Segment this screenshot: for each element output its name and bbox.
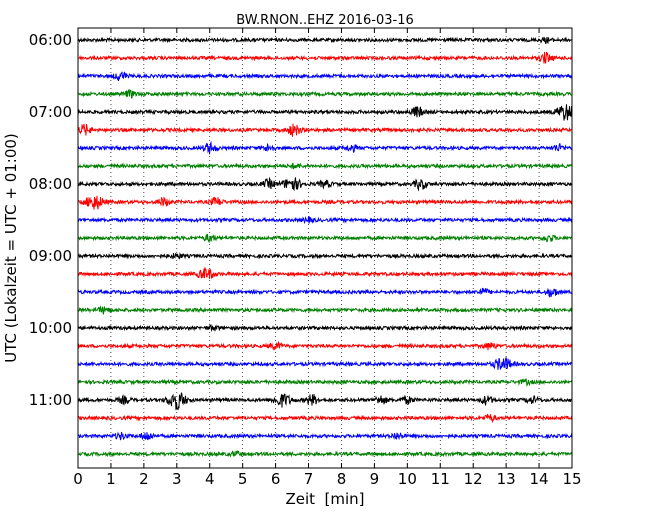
- x-tick-label: 8: [337, 470, 347, 488]
- x-tick-label: 11: [431, 470, 450, 488]
- x-axis-ticks: 0 1 2 3 4 5 6 7 8 9 10 11 12 13 14 15: [73, 28, 582, 488]
- trace-1130: [77, 431, 573, 441]
- trace-0715: [77, 123, 573, 137]
- trace-1115: [77, 413, 573, 424]
- trace-0945: [77, 305, 573, 315]
- trace-0700: [77, 104, 573, 121]
- y-tick-label: 09:00: [29, 247, 72, 265]
- x-tick-label: 5: [238, 470, 248, 488]
- trace-1145: [77, 450, 573, 458]
- x-tick-label: 14: [530, 470, 549, 488]
- x-tick-label: 10: [398, 470, 417, 488]
- x-tick-label: 7: [304, 470, 314, 488]
- trace-1000: [77, 323, 573, 332]
- trace-0730: [77, 140, 573, 155]
- x-tick-label: 3: [172, 470, 182, 488]
- trace-0600: [77, 36, 573, 45]
- x-tick-label: 0: [73, 470, 83, 488]
- y-axis-label: UTC (Lokalzeit = UTC + 01:00): [2, 133, 20, 363]
- trace-0630: [77, 71, 573, 81]
- trace-1030: [77, 356, 573, 370]
- vertical-grid: [110, 28, 540, 468]
- trace-0645: [77, 88, 573, 99]
- trace-0930: [77, 287, 573, 298]
- x-tick-label: 12: [464, 470, 483, 488]
- x-tick-label: 13: [497, 470, 516, 488]
- seismic-traces: [77, 36, 573, 458]
- trace-0915: [77, 267, 573, 279]
- x-tick-label: 6: [271, 470, 281, 488]
- trace-0745: [77, 162, 573, 170]
- y-tick-label: 06:00: [29, 31, 72, 49]
- trace-1100: [77, 392, 573, 411]
- x-tick-label: 9: [370, 470, 380, 488]
- y-tick-label: 11:00: [29, 391, 72, 409]
- x-tick-label: 2: [139, 470, 149, 488]
- y-tick-label: 10:00: [29, 319, 72, 337]
- x-tick-label: 15: [562, 470, 581, 488]
- trace-1015: [77, 340, 573, 351]
- y-tick-label: 07:00: [29, 103, 72, 121]
- trace-1045: [77, 378, 573, 388]
- x-tick-label: 1: [106, 470, 116, 488]
- trace-0815: [77, 195, 573, 210]
- chart-title: BW.RNON..EHZ 2016-03-16: [236, 13, 414, 28]
- y-axis-ticks: 06:00 07:00 08:00 09:00 10:00 11:00: [29, 31, 572, 409]
- trace-0830: [77, 216, 573, 225]
- plot-frame: [77, 27, 573, 469]
- x-tick-label: 4: [205, 470, 215, 488]
- y-tick-label: 08:00: [29, 175, 72, 193]
- trace-0900: [77, 252, 573, 260]
- trace-0800: [77, 176, 573, 192]
- trace-0845: [77, 233, 573, 244]
- trace-0615: [77, 51, 573, 64]
- x-axis-label: Zeit [min]: [285, 490, 364, 508]
